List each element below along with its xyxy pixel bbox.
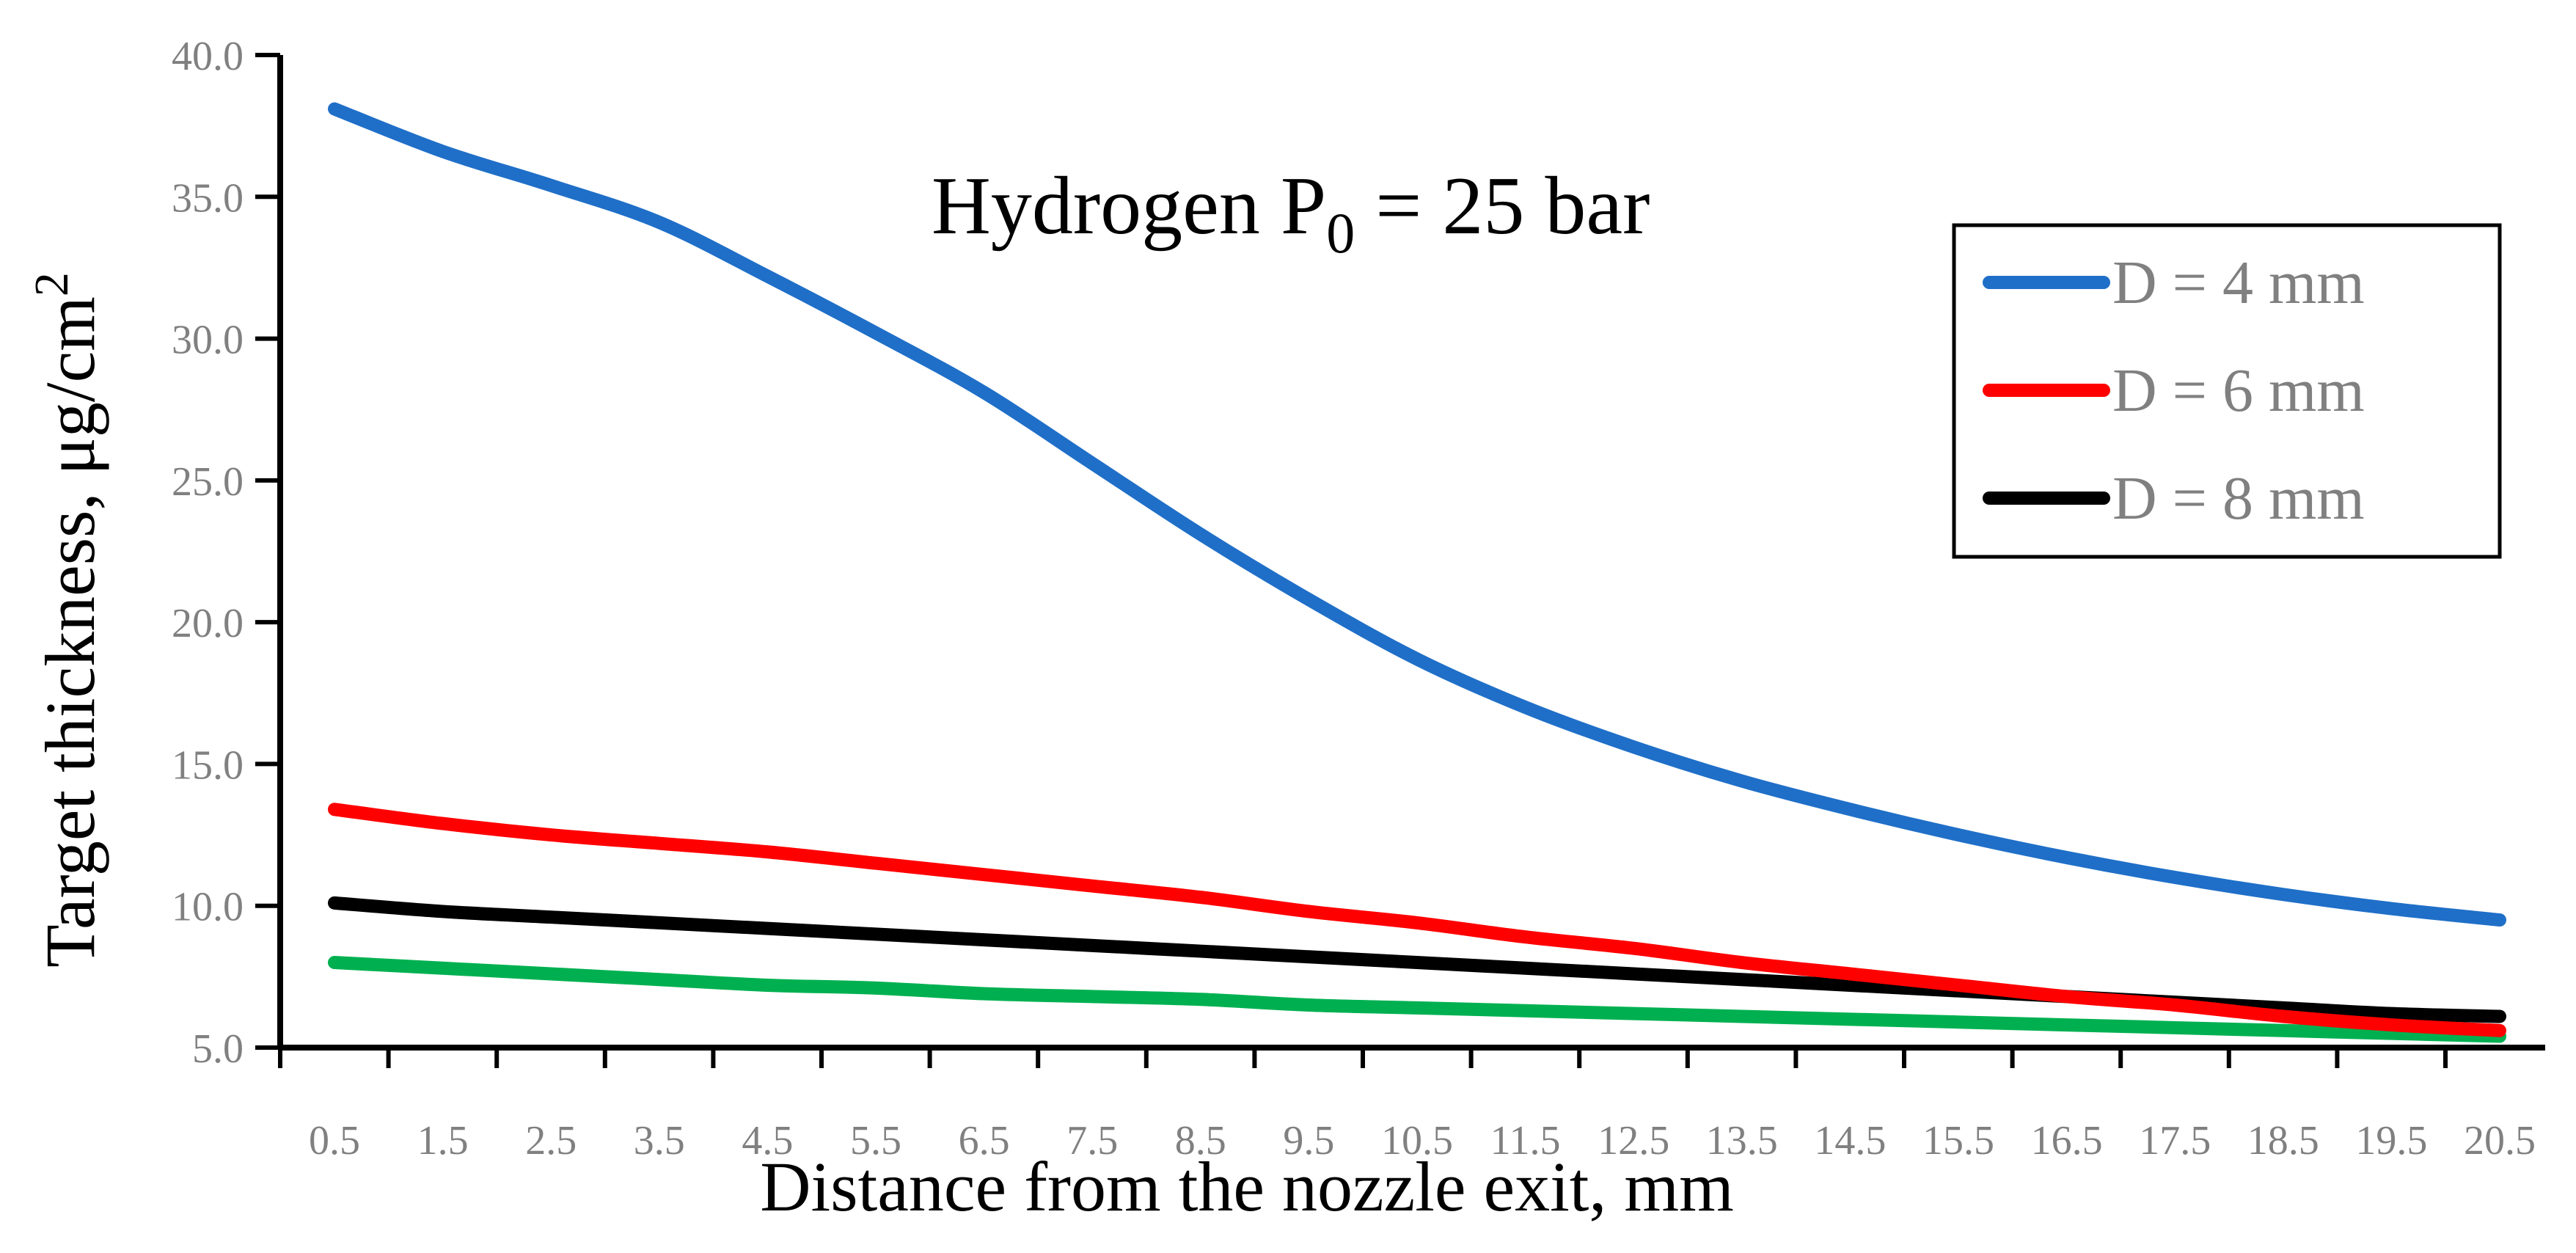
series-lines xyxy=(328,102,2506,1043)
x-tick-label: 14.5 xyxy=(1814,1118,1886,1164)
x-tick-label: 10.5 xyxy=(1381,1118,1453,1164)
x-axis-ticks: 0.5 1.5 2.5 3.5 4.5 5.5 6.5 7.5 8.5 9.5 10.5 11.5 12… xyxy=(278,1048,2536,1164)
x-tick-label: 5.5 xyxy=(850,1118,901,1164)
x-tick-label: 16.5 xyxy=(2031,1118,2103,1164)
x-tick-label: 19.5 xyxy=(2355,1118,2427,1164)
x-tick-label: 20.5 xyxy=(2464,1118,2536,1164)
x-tick-label: 18.5 xyxy=(2247,1118,2319,1164)
x-tick-label: 3.5 xyxy=(634,1118,685,1164)
y-tick-label: 10.0 xyxy=(172,885,244,930)
legend: D = 4 mm D = 6 mm D = 8 mm xyxy=(1952,223,2502,559)
legend-label-2: D = 6 mm xyxy=(2112,357,2365,425)
series-line-1 xyxy=(328,102,2506,927)
x-tick-label: 4.5 xyxy=(742,1118,793,1164)
legend-label-1: D = 4 mm xyxy=(2112,249,2365,317)
y-axis-title-superscript: 2 xyxy=(25,272,78,296)
y-tick-label: 35.0 xyxy=(172,175,244,221)
legend-label-3: D = 8 mm xyxy=(2112,464,2365,533)
x-tick-label: 0.5 xyxy=(309,1118,360,1164)
x-tick-label: 6.5 xyxy=(959,1118,1010,1164)
chart-title: Hydrogen P0 = 25 bar xyxy=(932,161,1650,265)
plot-area: 5.0 10.0 15.0 20.0 25.0 30.0 35.0 40.0 0.5 1.5 2.… xyxy=(172,34,2545,1164)
chart-title-subscript: 0 xyxy=(1326,201,1355,265)
y-tick-label: 25.0 xyxy=(172,459,244,505)
series-line-4 xyxy=(328,956,2506,1043)
x-tick-label: 2.5 xyxy=(525,1118,577,1164)
series-line-2 xyxy=(328,803,2506,1037)
y-axis-ticks: 5.0 10.0 15.0 20.0 25.0 30.0 35.0 40.0 xyxy=(172,34,280,1072)
y-tick-label: 30.0 xyxy=(172,318,244,363)
x-axis-title: Distance from the nozzle exit, mm xyxy=(760,1147,1734,1226)
x-tick-label: 9.5 xyxy=(1283,1118,1334,1164)
x-tick-label: 11.5 xyxy=(1490,1118,1561,1164)
x-tick-label: 15.5 xyxy=(1922,1118,1994,1164)
y-axis-title: Target thickness, μg/cm2 xyxy=(25,272,109,968)
x-tick-label: 1.5 xyxy=(417,1118,469,1164)
x-tick-label: 13.5 xyxy=(1706,1118,1778,1164)
y-tick-label: 40.0 xyxy=(172,34,244,79)
y-tick-label: 5.0 xyxy=(192,1026,244,1072)
x-tick-label: 8.5 xyxy=(1175,1118,1226,1164)
x-tick-label: 7.5 xyxy=(1066,1118,1118,1164)
x-tick-label: 17.5 xyxy=(2139,1118,2211,1164)
x-tick-label: 12.5 xyxy=(1598,1118,1669,1164)
y-tick-label: 15.0 xyxy=(172,742,244,788)
y-tick-label: 20.0 xyxy=(172,601,244,646)
